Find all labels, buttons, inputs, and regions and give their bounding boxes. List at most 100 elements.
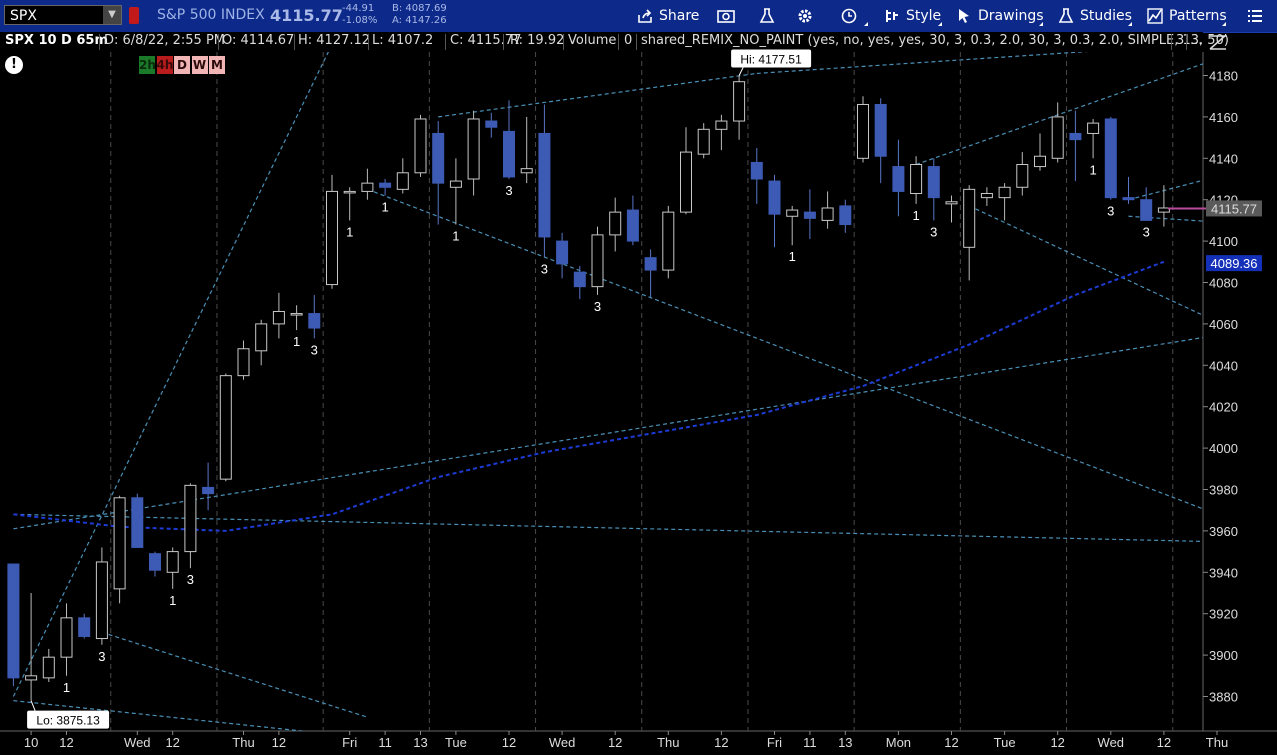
- candle-body: [379, 182, 392, 188]
- count-label: 3: [1107, 204, 1114, 219]
- x-tick-label: 10: [24, 735, 38, 750]
- trend-line: [101, 631, 368, 718]
- settings-button[interactable]: [797, 6, 813, 26]
- time-menu-icon[interactable]: [864, 22, 868, 26]
- study-label[interactable]: shared_REMIX_NO_PAINT (yes, no, yes, yes…: [641, 33, 1229, 48]
- studies-menu-icon[interactable]: [1128, 22, 1132, 26]
- candle-body: [768, 180, 781, 215]
- zoom-icon[interactable]: [1208, 33, 1228, 51]
- symbol-dropdown-icon[interactable]: ▼: [103, 6, 121, 24]
- candle-body: [591, 234, 604, 288]
- candle-body: [60, 617, 73, 658]
- y-tick-label: 4020: [1209, 400, 1238, 415]
- alert-icon[interactable]: !: [5, 56, 23, 74]
- patterns-button[interactable]: Patterns: [1147, 6, 1227, 26]
- snapshot-button[interactable]: [717, 6, 735, 26]
- y-tick-label: 3880: [1209, 690, 1238, 705]
- candle-body: [1051, 116, 1064, 159]
- more-indicator[interactable]: ...: [1190, 33, 1203, 48]
- candle-body: [945, 201, 958, 205]
- share-button[interactable]: Share: [637, 6, 699, 26]
- study-value: 3: [1176, 33, 1185, 48]
- change-percent: -1.08%: [342, 15, 378, 26]
- studies-button[interactable]: Studies: [1058, 6, 1132, 26]
- candle-body: [839, 205, 852, 226]
- lab-button[interactable]: [759, 6, 775, 26]
- count-label: 3: [187, 572, 194, 587]
- divider: [445, 34, 446, 50]
- volume-label[interactable]: Volume: [568, 33, 617, 48]
- x-tick-label: 12: [1050, 735, 1064, 750]
- drawings-button[interactable]: Drawings: [956, 6, 1044, 26]
- timeframe-2h[interactable]: 2h: [139, 56, 156, 74]
- candle-body: [1140, 199, 1153, 221]
- count-label: 3: [930, 224, 937, 239]
- y-tick-label: 4160: [1209, 110, 1238, 125]
- candle-body: [42, 656, 55, 679]
- bar-open: O: 4114.67: [222, 33, 295, 48]
- flag-icon[interactable]: [129, 7, 139, 24]
- y-tick-label: 4180: [1209, 69, 1238, 84]
- candle-body: [1122, 197, 1135, 201]
- bid-value: B: 4087.69: [392, 3, 447, 14]
- x-tick-label: 12: [608, 735, 622, 750]
- x-tick-label: Mon: [886, 735, 911, 750]
- time-button[interactable]: [841, 6, 857, 26]
- high-label-box: [731, 49, 812, 68]
- candle-body: [255, 323, 268, 352]
- trend-line: [13, 513, 1203, 542]
- timeframe-w[interactable]: W: [191, 56, 208, 74]
- candle-body: [520, 168, 533, 174]
- divider: [618, 34, 619, 50]
- candle-body: [874, 103, 887, 157]
- style-menu-icon[interactable]: [938, 22, 942, 26]
- ma-bubble: [1206, 255, 1262, 272]
- candle-body: [396, 172, 409, 190]
- candle-body: [78, 617, 91, 637]
- candle-body: [697, 128, 710, 155]
- candle-body: [184, 484, 197, 553]
- trend-line: [915, 63, 1203, 166]
- candle-body: [1034, 155, 1046, 168]
- divider: [218, 34, 219, 50]
- candle-body: [1157, 207, 1170, 213]
- timeframe-d[interactable]: D: [174, 56, 190, 74]
- price-change: -44.91 -1.08%: [342, 3, 377, 27]
- timeframe-4h[interactable]: 4h: [156, 56, 174, 74]
- x-tick-label: 11: [378, 735, 392, 750]
- x-tick-label: Wed: [1098, 735, 1125, 750]
- candle-body: [1069, 132, 1082, 141]
- candle-body: [237, 348, 250, 377]
- share-label: Share: [659, 8, 700, 24]
- ma-bubble-label: 4089.36: [1211, 256, 1258, 271]
- divider: [99, 34, 100, 50]
- menu-button[interactable]: [1247, 6, 1263, 26]
- trend-line: [12, 52, 329, 697]
- x-tick-label: Wed: [549, 735, 576, 750]
- candle-body: [166, 551, 179, 573]
- symbol-input[interactable]: SPX: [4, 5, 122, 25]
- y-tick-label: 4100: [1209, 234, 1238, 249]
- bar-low: L: 4107.2: [372, 33, 434, 48]
- style-button[interactable]: Style: [884, 6, 941, 26]
- x-tick-label: Fri: [342, 735, 357, 750]
- x-tick-label: 12: [714, 735, 728, 750]
- trend-line: [968, 205, 1203, 316]
- chart-id[interactable]: SPX 10 D 65m: [5, 33, 109, 48]
- flask-icon: [759, 8, 775, 23]
- flask-icon: [1058, 8, 1074, 23]
- count-label: 1: [452, 229, 459, 244]
- candle-body: [432, 132, 445, 184]
- gear-icon: [798, 9, 812, 23]
- count-label: 3: [98, 649, 105, 664]
- candle-body: [715, 120, 728, 130]
- patterns-menu-icon[interactable]: [1222, 22, 1226, 26]
- y-tick-label: 3900: [1209, 648, 1238, 663]
- trend-line: [756, 52, 1090, 75]
- timeframe-m[interactable]: M: [209, 56, 225, 74]
- candle-body: [927, 166, 940, 199]
- moving-average-line: [13, 260, 1165, 532]
- drawings-menu-icon[interactable]: [1039, 22, 1043, 26]
- ask-value: A: 4147.26: [392, 15, 447, 26]
